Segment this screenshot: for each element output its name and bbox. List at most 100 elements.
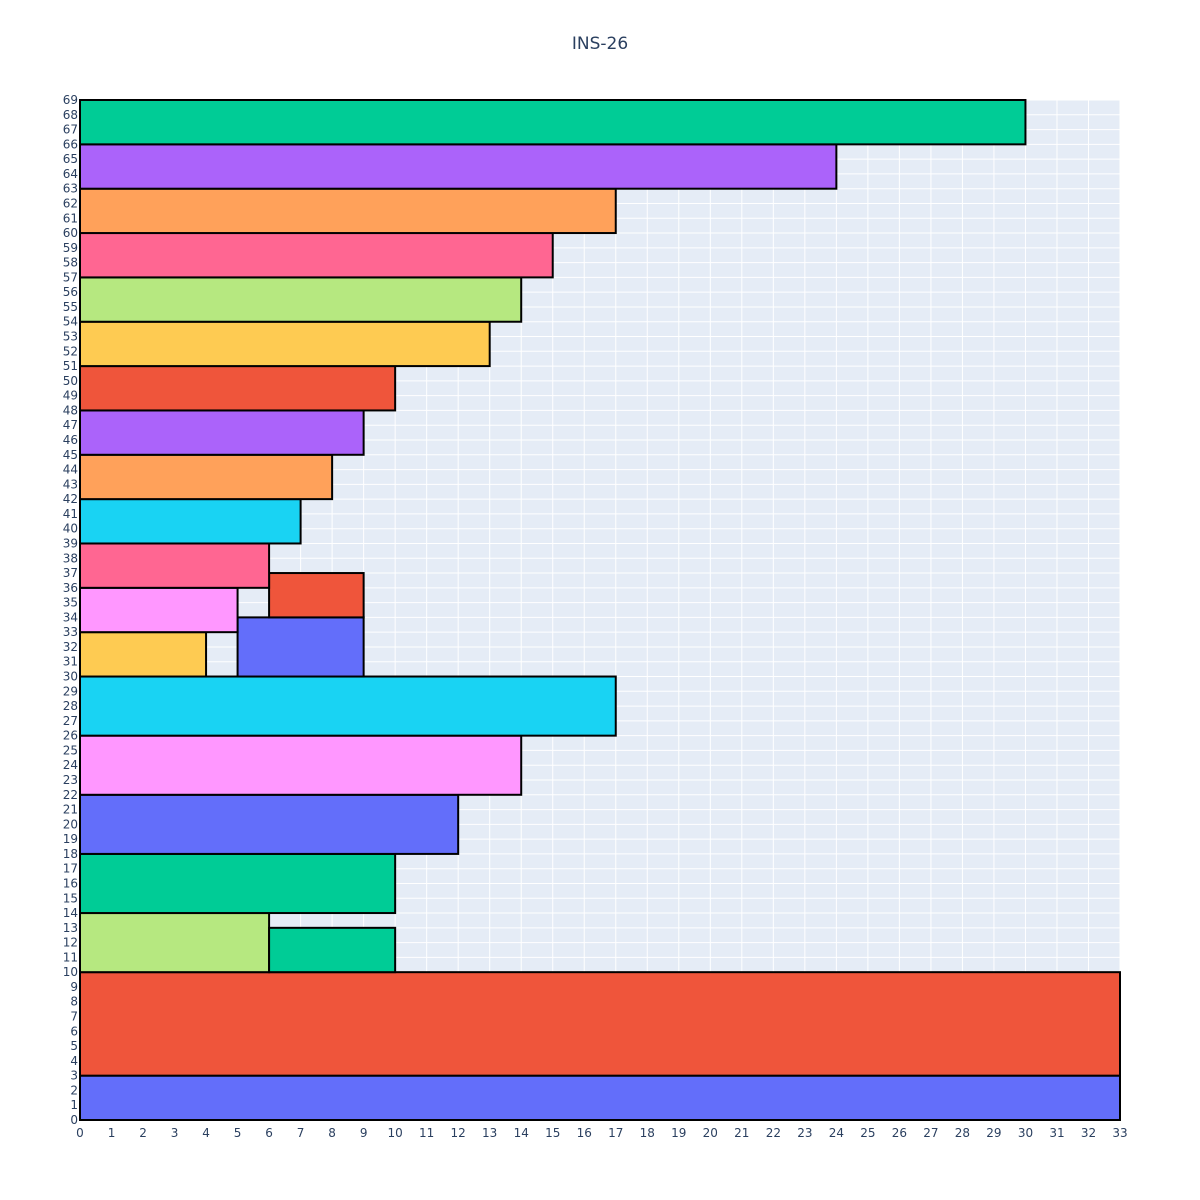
x-tick-label: 14 (514, 1126, 529, 1140)
x-tick-label: 21 (734, 1126, 749, 1140)
y-tick-label: 67 (63, 123, 78, 137)
y-tick-label: 37 (63, 566, 78, 580)
y-tick-label: 3 (70, 1069, 78, 1083)
y-tick-label: 64 (63, 167, 78, 181)
y-tick-label: 51 (63, 359, 78, 373)
y-tick-label: 35 (63, 596, 78, 610)
y-tick-label: 69 (63, 93, 78, 107)
y-tick-label: 5 (70, 1039, 78, 1053)
y-tick-label: 17 (63, 862, 78, 876)
y-tick-label: 22 (63, 788, 78, 802)
y-tick-label: 28 (63, 699, 78, 713)
y-tick-label: 2 (70, 1083, 78, 1097)
x-tick-label: 8 (328, 1126, 336, 1140)
y-tick-label: 58 (63, 256, 78, 270)
x-tick-label: 4 (202, 1126, 210, 1140)
x-tick-label: 31 (1049, 1126, 1064, 1140)
y-tick-label: 44 (63, 463, 78, 477)
y-tick-label: 36 (63, 581, 78, 595)
rectangles (79, 99, 1121, 1122)
x-tick-label: 13 (482, 1126, 497, 1140)
rectangle-bar (79, 99, 1027, 146)
x-tick-label: 20 (703, 1126, 718, 1140)
y-tick-label: 12 (63, 936, 78, 950)
chart-title: INS-26 (572, 34, 628, 54)
y-tick-label: 16 (63, 876, 78, 890)
rectangle-bar (79, 912, 271, 974)
y-tick-label: 1 (70, 1098, 78, 1112)
y-tick-label: 60 (63, 226, 78, 240)
x-tick-label: 15 (545, 1126, 560, 1140)
x-tick-label: 32 (1081, 1126, 1096, 1140)
y-tick-label: 24 (63, 758, 78, 772)
y-tick-label: 8 (70, 995, 78, 1009)
y-tick-label: 53 (63, 330, 78, 344)
y-tick-label: 63 (63, 182, 78, 196)
x-tick-label: 27 (923, 1126, 938, 1140)
rectangle-bar (268, 926, 397, 974)
y-tick-label: 68 (63, 108, 78, 122)
rectangle-bar (79, 276, 523, 323)
y-tick-label: 27 (63, 714, 78, 728)
y-tick-label: 0 (70, 1113, 78, 1127)
y-tick-label: 9 (70, 980, 78, 994)
y-tick-label: 39 (63, 536, 78, 550)
rectangle-bar (79, 793, 460, 855)
x-tick-label: 29 (986, 1126, 1001, 1140)
x-tick-label: 24 (829, 1126, 844, 1140)
y-tick-label: 30 (63, 670, 78, 684)
rectangle-bar (79, 1074, 1121, 1122)
y-tick-label: 31 (63, 655, 78, 669)
y-tick-label: 41 (63, 507, 78, 521)
x-tick-label: 2 (139, 1126, 147, 1140)
y-tick-label: 32 (63, 640, 78, 654)
x-tick-label: 25 (860, 1126, 875, 1140)
y-tick-label: 18 (63, 847, 78, 861)
x-tick-label: 5 (234, 1126, 242, 1140)
y-tick-label: 46 (63, 433, 78, 447)
rectangle-bar (268, 572, 365, 619)
rectangle-bar (79, 734, 523, 796)
x-tick-label: 3 (171, 1126, 179, 1140)
y-tick-label: 26 (63, 729, 78, 743)
y-tick-label: 23 (63, 773, 78, 787)
y-tick-label: 54 (63, 315, 78, 329)
y-tick-label: 52 (63, 344, 78, 358)
rectangle-bar (79, 542, 271, 589)
y-tick-label: 6 (70, 1024, 78, 1038)
y-tick-label: 59 (63, 241, 78, 255)
rectangle-bar (79, 675, 617, 737)
y-tick-label: 7 (70, 1010, 78, 1024)
y-tick-label: 45 (63, 448, 78, 462)
y-tick-label: 21 (63, 803, 78, 817)
y-tick-label: 65 (63, 152, 78, 166)
rectangle-bar (79, 320, 491, 368)
rectangle-bar (79, 365, 397, 412)
x-tick-label: 22 (766, 1126, 781, 1140)
rectangle-bar (79, 586, 239, 634)
x-tick-label: 28 (955, 1126, 970, 1140)
y-tick-label: 40 (63, 522, 78, 536)
y-tick-label: 10 (63, 965, 78, 979)
rectangle-bar (79, 498, 302, 545)
rectangle-bar (79, 232, 554, 279)
x-tick-label: 33 (1112, 1126, 1127, 1140)
y-tick-label: 55 (63, 300, 78, 314)
y-tick-label: 50 (63, 374, 78, 388)
y-tick-label: 62 (63, 196, 78, 210)
y-tick-label: 14 (63, 906, 78, 920)
y-tick-label: 47 (63, 418, 78, 432)
x-tick-label: 30 (1018, 1126, 1033, 1140)
y-tick-label: 66 (63, 137, 78, 151)
x-tick-label: 6 (265, 1126, 273, 1140)
y-tick-label: 20 (63, 817, 78, 831)
y-axis-ticks: 0123456789101112131415161718192021222324… (63, 93, 78, 1127)
x-tick-label: 1 (108, 1126, 116, 1140)
x-tick-label: 17 (608, 1126, 623, 1140)
x-tick-label: 7 (297, 1126, 305, 1140)
x-tick-label: 11 (419, 1126, 434, 1140)
rectangle-bar (79, 631, 208, 678)
x-axis-ticks: 0 1 2 3 4 5 6 7 8 9 10 11 12 13 14 15 16 17 18 19 20 21 22 23 24… (76, 1126, 1127, 1140)
rectangle-bar (79, 409, 365, 456)
x-tick-label: 23 (797, 1126, 812, 1140)
